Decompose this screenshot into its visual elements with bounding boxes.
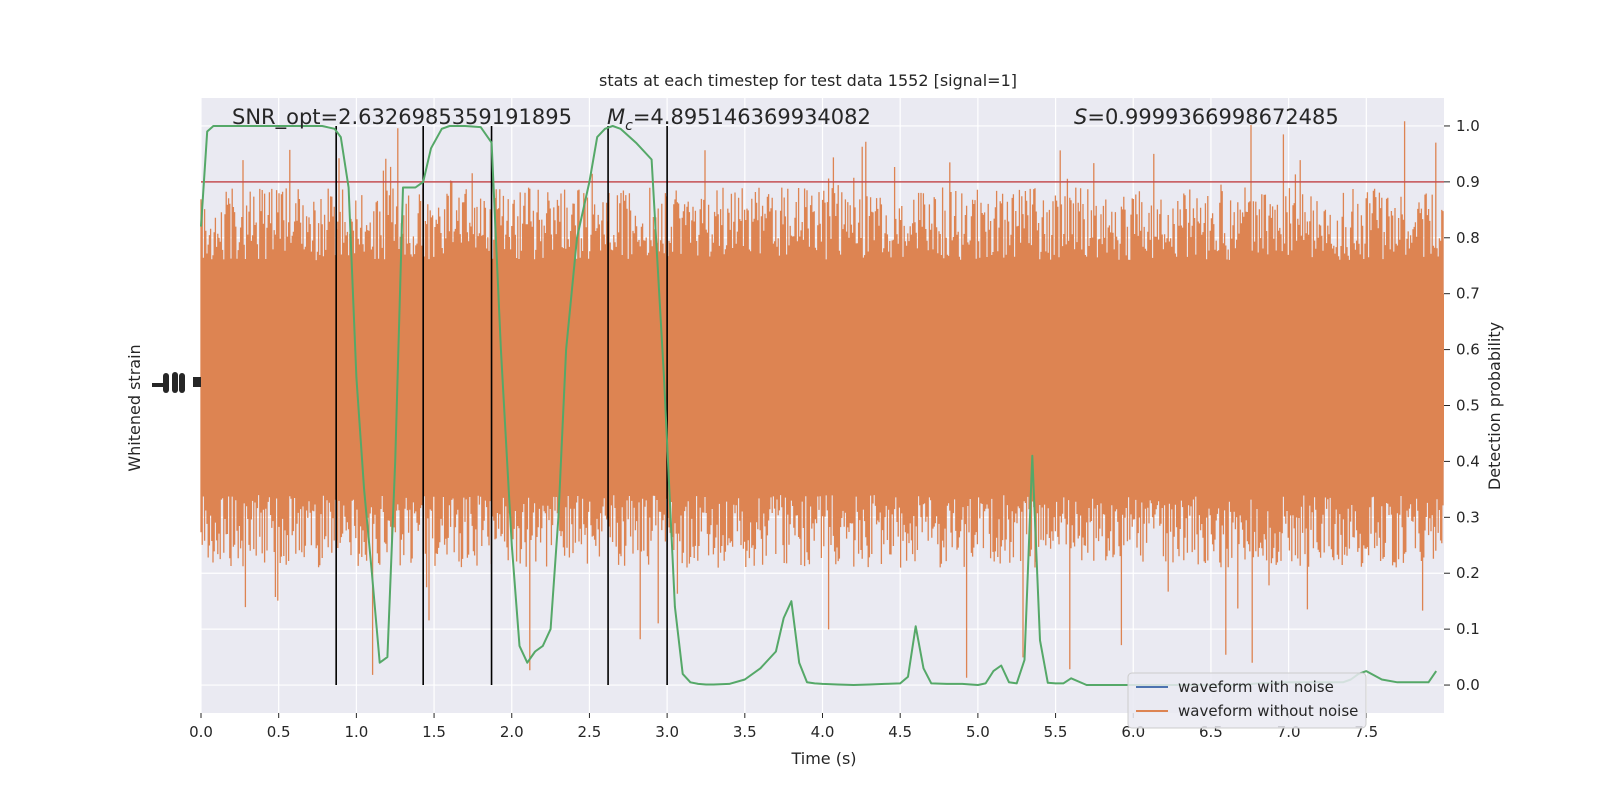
y-right-tick-label: 0.6	[1456, 341, 1480, 359]
x-tick-label: 2.5	[578, 723, 602, 741]
x-axis-label: Time (s)	[790, 749, 856, 768]
x-tick-label: 5.0	[966, 723, 990, 741]
x-tick-label: 3.0	[655, 723, 679, 741]
x-tick-label: 3.5	[733, 723, 757, 741]
x-tick-label: 1.5	[422, 723, 446, 741]
x-tick-label: 4.5	[888, 723, 912, 741]
axis-ticks: 0.0 0.5 1.0 1.5 2.0 2.5 3.0 3.5 4.0 4.5 5.0 5.5 6.0 6…	[189, 117, 1480, 741]
legend-label-with-noise: waveform with noise	[1178, 678, 1334, 696]
y-right-tick-label: 0.9	[1456, 173, 1480, 191]
y-right-tick-label: 0.2	[1456, 564, 1480, 582]
x-tick-label: 5.5	[1044, 723, 1068, 741]
y-right-tick-label: 1.0	[1456, 117, 1480, 135]
snr-annotation: SNR_opt=2.6326985359191895	[232, 105, 572, 130]
x-tick-label: 2.0	[500, 723, 524, 741]
chirp-mass-value: =4.895146369934082	[633, 105, 871, 129]
y-right-tick-label: 0.7	[1456, 285, 1480, 303]
chart-title: stats at each timestep for test data 155…	[599, 71, 1017, 90]
legend-box	[1127, 672, 1367, 729]
x-tick-label: 0.5	[267, 723, 291, 741]
chirp-mass-subscript: c	[625, 118, 633, 134]
legend: waveform with noise waveform without noi…	[1127, 672, 1367, 729]
y-axis-label-right: Detection probability	[1485, 322, 1504, 490]
chirp-mass-symbol: M	[607, 105, 625, 129]
strain-waveform-series	[200, 121, 1444, 678]
y-right-tick-label: 0.5	[1456, 397, 1480, 415]
statistic-annotation: S=0.9999366998672485	[1074, 105, 1339, 129]
strain-waveform-without-noise	[200, 121, 1444, 678]
y-axis-label-left: Whitened strain	[125, 344, 144, 471]
x-tick-label: 0.0	[189, 723, 213, 741]
y-right-tick-label: 0.4	[1456, 452, 1480, 470]
legend-label-without-noise: waveform without noise	[1178, 702, 1358, 720]
y-right-tick-label: 0.3	[1456, 508, 1480, 526]
chirp-mass-annotation: Mc=4.895146369934082	[607, 105, 871, 134]
y-right-tick-label: 0.0	[1456, 676, 1480, 694]
y-right-tick-label: 0.8	[1456, 229, 1480, 247]
left-axis-tick-labels-overlapped	[152, 372, 201, 393]
statistic-symbol: S	[1074, 105, 1087, 129]
statistic-value: =0.9999366998672485	[1087, 105, 1338, 129]
trigger-lines	[335, 125, 668, 686]
x-tick-label: 1.0	[344, 723, 368, 741]
y-right-tick-label: 0.1	[1456, 620, 1480, 638]
x-tick-label: 4.0	[811, 723, 835, 741]
